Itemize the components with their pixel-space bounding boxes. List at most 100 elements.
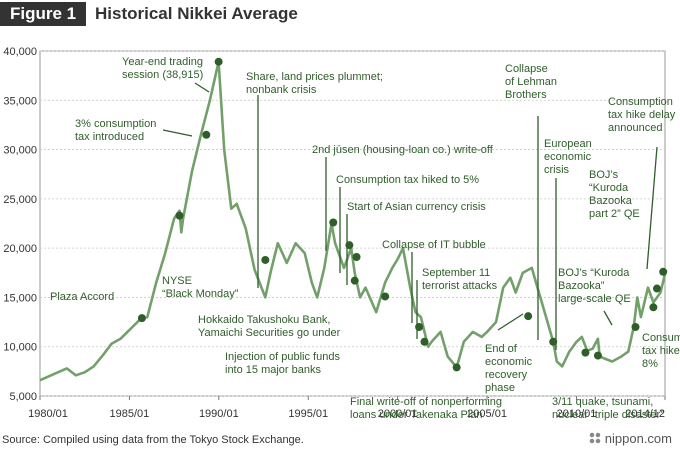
event-marker — [415, 323, 424, 331]
brand-dots-icon — [588, 432, 601, 444]
annotation-leader-line — [497, 313, 524, 331]
annotation-line: “Kuroda — [589, 182, 629, 194]
figure-label: Figure 1 — [0, 2, 87, 26]
x-tick-label: 2010/01 — [557, 408, 597, 420]
annotation-line: Year-end trading — [122, 56, 203, 68]
event-annotation: End of economic recovery phase — [485, 343, 533, 394]
annotation-line: Hokkaido Takushoku Bank, — [198, 314, 331, 326]
annotation-line: session (38,915) — [122, 69, 203, 81]
event-annotation: Start of Asian currency crisis — [347, 201, 486, 213]
annotation-line: September 11 — [422, 267, 490, 279]
annotation-line: phase — [485, 382, 515, 394]
brand-name: nippon.com — [604, 431, 672, 446]
figure-title: Historical Nikkei Average — [95, 4, 298, 23]
annotation-line: Yamaichi Securities go under — [198, 327, 341, 339]
x-tick-label: 1995/01 — [288, 408, 328, 420]
event-marker — [452, 363, 461, 372]
annotation-line: tax hike delay — [608, 109, 676, 121]
annotation-line: economic — [544, 151, 592, 163]
event-annotation: Injection of public funds into 15 major b… — [225, 351, 340, 376]
plot-frame — [39, 50, 666, 397]
event-annotation: Year-end trading session (38,915) — [122, 56, 203, 81]
annotation-line: recovery — [485, 369, 528, 381]
x-tick-label: 2000/01 — [378, 408, 418, 420]
annotation-line: large-scale QE — [558, 293, 631, 305]
annotation-line: Collapse — [505, 63, 548, 75]
annotation-leader-line — [162, 129, 193, 137]
event-annotation: BOJ’s “Kuroda Bazooka” large-scale QE — [558, 267, 631, 305]
annotation-line: tax introduced — [75, 131, 144, 143]
event-annotation: 3/11 quake, tsunami, nuclear “triple disa… — [552, 396, 664, 421]
annotation-line: loans under Takenaka Plan — [350, 409, 483, 421]
annotation-line: BOJ’s — [589, 169, 619, 181]
annotation-line: Share, land prices plummet; — [246, 71, 383, 83]
y-tick-label: 40,000 — [3, 46, 37, 58]
annotation-line: Bazooka — [589, 195, 633, 207]
event-marker — [352, 253, 361, 262]
event-annotation: 2nd jūsen (housing-loan co.) write-off — [312, 144, 494, 156]
annotation-line: announced — [608, 122, 662, 134]
annotation-line: Brothers — [505, 89, 547, 101]
annotation-line: Plaza Accord — [50, 291, 114, 303]
y-tick-label: 10,000 — [3, 342, 37, 354]
annotation-line: nuclear “triple disaster” — [552, 409, 664, 421]
event-annotation: Final write-off of nonperforming loans un… — [350, 396, 502, 421]
y-tick-label: 5,000 — [9, 391, 37, 403]
y-tick-label: 25,000 — [3, 194, 37, 206]
annotation-line: economic — [485, 356, 533, 368]
event-marker — [202, 130, 211, 139]
event-marker — [175, 211, 184, 220]
annotation-leader-line — [646, 146, 658, 270]
x-tick-label: 1990/01 — [199, 408, 239, 420]
annotation-line: End of — [485, 343, 518, 355]
event-annotation: Collapse of Lehman Brothers — [505, 63, 557, 101]
event-marker — [137, 314, 146, 323]
annotation-line: Consumption tax hiked to 5% — [336, 174, 479, 186]
event-annotation: European economic crisis — [544, 138, 592, 176]
event-annotation: Collapse of IT bubble — [382, 239, 486, 251]
x-tick-label: 1980/01 — [28, 408, 68, 420]
event-annotation: NYSE “Black Monday” — [162, 275, 239, 300]
annotation-line: 3/11 quake, tsunami, — [552, 396, 653, 408]
annotation-line: “Black Monday” — [162, 288, 239, 300]
nikkei-series-line — [39, 60, 667, 382]
annotation-line: Consumption — [642, 332, 680, 344]
y-tick-label: 20,000 — [3, 243, 37, 255]
annotation-line: terrorist attacks — [422, 280, 498, 292]
event-marker — [261, 255, 270, 264]
brand-logo: nippon.com — [588, 431, 672, 446]
x-tick-label: 2005/01 — [467, 408, 507, 420]
annotation-line: of Lehman — [505, 76, 557, 88]
event-marker — [329, 218, 338, 227]
event-marker — [350, 276, 359, 285]
event-marker — [381, 292, 390, 301]
event-annotation: Plaza Accord — [50, 291, 114, 303]
x-tick-label: 2014/12 — [625, 408, 665, 420]
event-marker — [631, 323, 640, 331]
annotation-line: 8% — [642, 358, 658, 370]
event-marker — [659, 267, 668, 276]
annotation-line: Start of Asian currency crisis — [347, 201, 486, 213]
event-annotation: 3% consumption tax introduced — [75, 118, 156, 143]
annotation-line: BOJ’s “Kuroda — [558, 267, 630, 279]
annotation-line: Final write-off of nonperforming — [350, 396, 502, 408]
event-annotation: Consumption tax hike delay announced — [608, 96, 676, 134]
source-note: Source: Compiled using data from the Tok… — [2, 434, 304, 446]
y-tick-label: 15,000 — [3, 292, 37, 304]
event-annotation: Hokkaido Takushoku Bank, Yamaichi Securit… — [198, 314, 341, 339]
annotation-leader-line — [603, 310, 613, 326]
event-marker — [420, 337, 429, 346]
figure-header: Figure 1 Historical Nikkei Average — [0, 0, 680, 30]
annotation-line: 3% consumption — [75, 118, 156, 130]
event-marker — [524, 312, 533, 321]
event-marker — [581, 348, 590, 357]
annotation-line: part 2” QE — [589, 208, 640, 220]
event-marker — [649, 303, 658, 312]
event-marker — [549, 337, 558, 346]
nikkei-line-chart: 5,000 10,000 15,000 20,000 25,000 30,000 35,00… — [3, 46, 680, 421]
annotation-line: crisis — [544, 164, 570, 176]
event-annotation: BOJ’s “Kuroda Bazooka part 2” QE — [589, 169, 640, 220]
x-tick-label: 1985/01 — [110, 408, 150, 420]
event-annotation: September 11 terrorist attacks — [422, 267, 498, 292]
